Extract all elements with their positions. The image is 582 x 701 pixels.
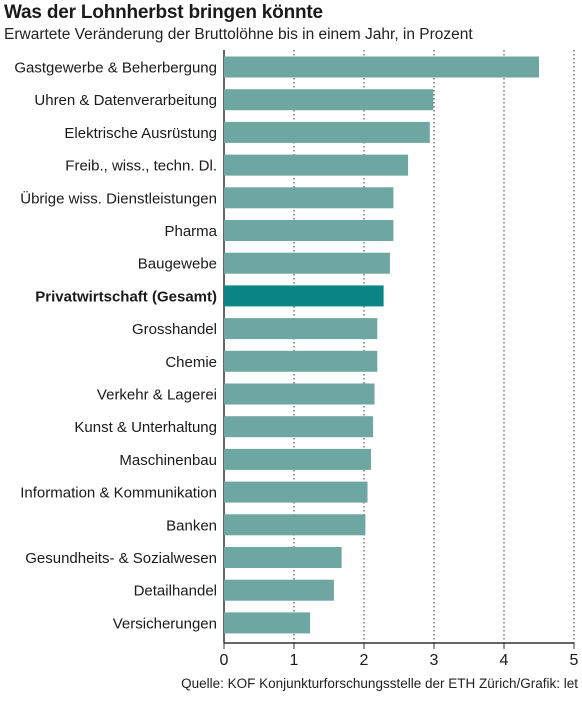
bar-highlight <box>224 285 384 307</box>
category-label: Information & Kommunikation <box>20 485 217 502</box>
bar <box>224 121 430 143</box>
x-tick-label: 4 <box>500 652 509 669</box>
category-label: Chemie <box>165 354 217 371</box>
bar <box>224 220 394 241</box>
bar <box>224 187 394 209</box>
category-label: Detailhandel <box>134 583 217 600</box>
category-label: Gastgewerbe & Beherbergung <box>14 60 217 77</box>
bar <box>224 56 539 78</box>
bars <box>224 56 539 634</box>
category-label: Gesundheits- & Sozialwesen <box>25 550 217 567</box>
category-label: Versicherungen <box>113 615 217 632</box>
category-label: Verkehr & Lagerei <box>97 387 217 404</box>
category-label: Baugewebe <box>138 256 217 273</box>
category-label: Elektrische Ausrüstung <box>64 125 217 142</box>
bar <box>224 547 342 568</box>
x-tick-label: 2 <box>360 652 369 669</box>
x-tick-label: 3 <box>430 652 439 669</box>
category-label: Banken <box>166 517 217 534</box>
x-axis: 0 1 2 3 4 5 <box>220 642 579 669</box>
bar <box>224 318 378 340</box>
bar <box>224 252 390 274</box>
bar <box>224 383 375 405</box>
category-label: Freib., wiss., techn. Dl. <box>65 158 217 175</box>
category-label: Übrige wiss. Dienstleistungen <box>20 189 217 207</box>
category-label: Pharma <box>164 223 217 240</box>
category-label: Privatwirtschaft (Gesamt) <box>35 288 217 305</box>
x-tick-label: 5 <box>570 652 579 669</box>
category-label: Uhren & Datenverarbeitung <box>34 92 217 109</box>
x-tick-label: 0 <box>220 652 229 669</box>
chart-subtitle: Erwartete Veränderung der Bruttolöhne bi… <box>4 26 473 43</box>
bar <box>224 154 409 176</box>
bar <box>224 416 374 438</box>
category-label: Grosshandel <box>132 321 217 338</box>
bar <box>224 448 371 470</box>
x-tick-label: 1 <box>290 652 299 669</box>
bar <box>224 350 378 372</box>
grid-lines <box>223 50 575 643</box>
bar <box>224 612 311 634</box>
bar <box>224 89 434 111</box>
bar <box>224 514 366 536</box>
category-labels: Gastgewerbe & Beherbergung Uhren & Datenv… <box>14 60 217 633</box>
category-label: Kunst & Unterhaltung <box>74 419 217 436</box>
category-label: Maschinenbau <box>119 452 217 469</box>
bar <box>224 481 368 503</box>
chart-title: Was der Lohnherbst bringen könnte <box>4 2 323 23</box>
bar <box>224 579 334 601</box>
source-note: Quelle: KOF Konjunkturforschungsstelle d… <box>181 676 578 691</box>
